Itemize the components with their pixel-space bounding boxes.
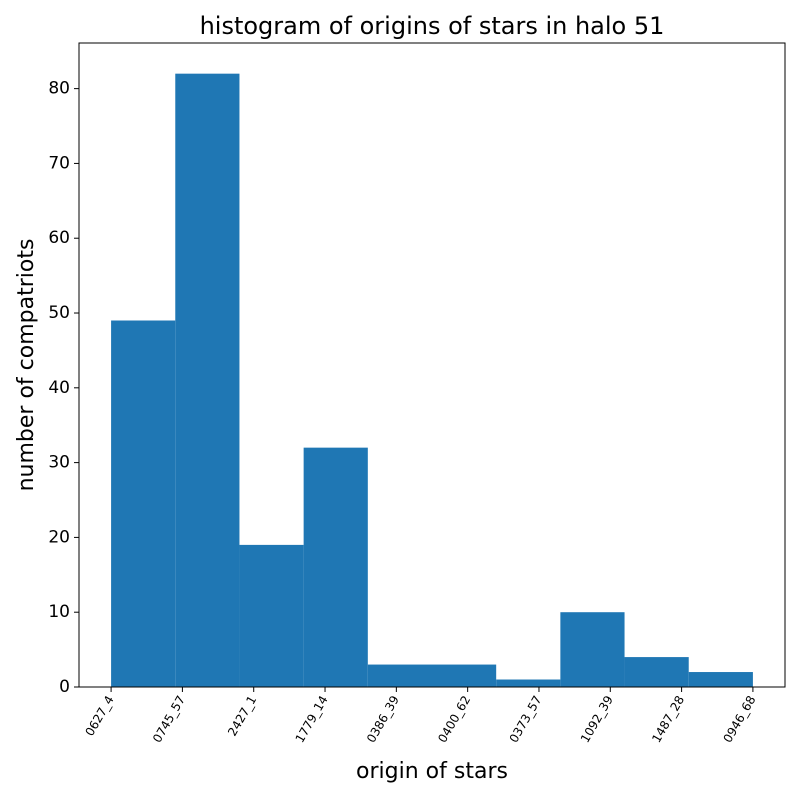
chart-title: histogram of origins of stars in halo 51 — [200, 12, 665, 40]
bar — [624, 657, 689, 687]
bar — [496, 679, 561, 687]
y-tick-label: 80 — [48, 79, 70, 99]
x-tick-label: 1092_39 — [578, 693, 616, 745]
bar — [432, 664, 497, 687]
bar — [688, 672, 753, 687]
x-tick-label: 0745_57 — [150, 693, 188, 745]
x-tick-label: 2427_1 — [225, 693, 259, 738]
bar — [367, 664, 432, 687]
y-tick-label: 60 — [48, 228, 70, 248]
x-tick-label: 1779_14 — [293, 693, 331, 745]
y-tick-label: 10 — [48, 602, 70, 622]
y-tick-label: 20 — [48, 527, 70, 547]
x-tick-label: 0946_68 — [721, 693, 759, 745]
x-tick-label: 0373_57 — [507, 693, 545, 745]
y-tick-label: 50 — [48, 303, 70, 323]
bar — [175, 73, 240, 687]
x-tick-label: 0400_62 — [435, 693, 473, 745]
x-tick-label: 0386_39 — [364, 693, 402, 745]
y-tick-label: 0 — [59, 677, 70, 697]
bar — [303, 447, 368, 687]
bar — [239, 544, 304, 687]
y-tick-label: 70 — [48, 153, 70, 173]
x-axis-label: origin of stars — [356, 759, 508, 784]
x-tick-label: 0627_4 — [83, 693, 117, 738]
y-tick-label: 40 — [48, 378, 70, 398]
bar — [111, 320, 176, 687]
plot-frame — [78, 42, 786, 688]
bar — [560, 612, 625, 687]
x-tick-label: 1487_28 — [649, 693, 687, 745]
y-tick-label: 30 — [48, 453, 70, 473]
y-axis-label: number of compatriots — [14, 239, 39, 492]
